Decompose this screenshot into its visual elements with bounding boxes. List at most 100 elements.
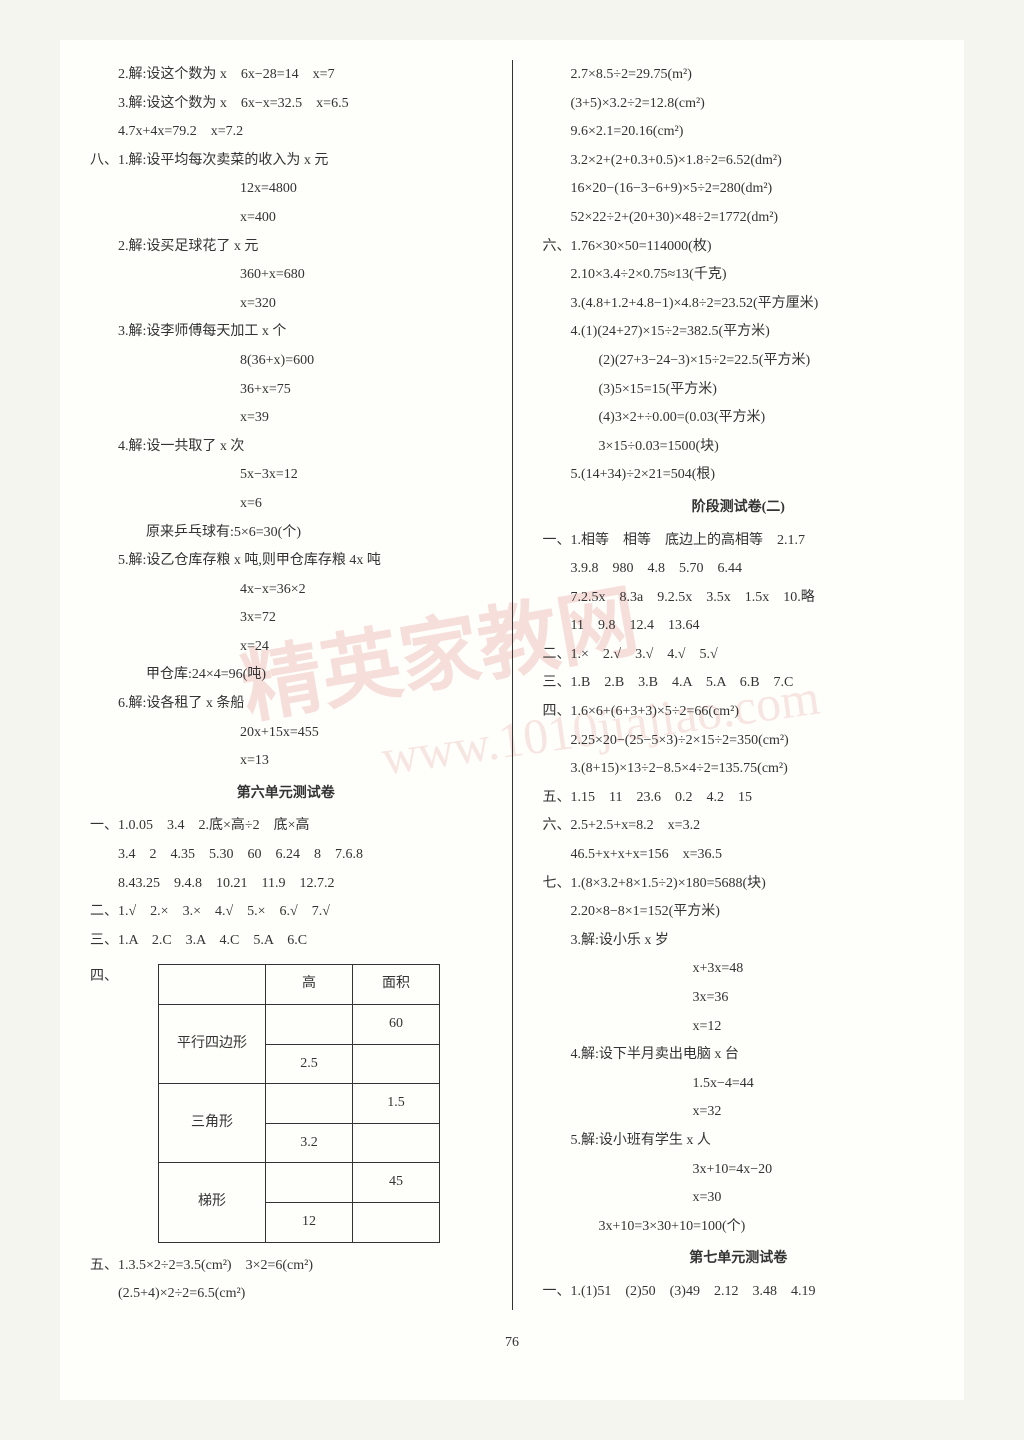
equation-line: 360+x=680 <box>90 262 482 289</box>
text-line: 3.2×2+(2+0.3+0.5)×1.8÷2=6.52(dm²) <box>543 148 935 175</box>
text-line: 9.6×2.1=20.16(cm²) <box>543 119 935 146</box>
text-line: 七、1.(8×3.2+8×1.5÷2)×180=5688(块) <box>543 871 935 898</box>
equation-line: x=32 <box>543 1099 935 1126</box>
text-line: 3.(8+15)×13÷2−8.5×4÷2=135.75(cm²) <box>543 756 935 783</box>
section-title-unit6: 第六单元测试卷 <box>90 781 482 808</box>
table-cell: 3.2 <box>266 1123 353 1163</box>
table-cell <box>266 1163 353 1203</box>
text-line: 八、1.解:设平均每次卖菜的收入为 x 元 <box>90 148 482 175</box>
text-line: 11 9.8 12.4 13.64 <box>543 613 935 640</box>
text-line: 五、1.15 11 23.6 0.2 4.2 15 <box>543 785 935 812</box>
equation-line: x=12 <box>543 1014 935 1041</box>
text-line: 3.解:设小乐 x 岁 <box>543 928 935 955</box>
text-line: 2.解:设买足球花了 x 元 <box>90 234 482 261</box>
text-line: 5.解:设乙仓库存粮 x 吨,则甲仓库存粮 4x 吨 <box>90 548 482 575</box>
text-line: 3.解:设这个数为 x 6x−x=32.5 x=6.5 <box>90 91 482 118</box>
text-line: 一、1.(1)51 (2)50 (3)49 2.12 3.48 4.19 <box>543 1279 935 1306</box>
text-line: 四、1.6×6+(6+3+3)×5÷2=66(cm²) <box>543 699 935 726</box>
table-cell <box>266 1005 353 1045</box>
table-cell: 1.5 <box>353 1084 440 1124</box>
text-line: 3.9.8 980 4.8 5.70 6.44 <box>543 556 935 583</box>
text-line: 六、2.5+2.5+x=8.2 x=3.2 <box>543 813 935 840</box>
equation-line: x=30 <box>543 1185 935 1212</box>
section-title-unit7: 第七单元测试卷 <box>543 1246 935 1273</box>
text-line: 3×15÷0.03=1500(块) <box>543 434 935 461</box>
table-cell <box>159 965 266 1005</box>
equation-line: x=39 <box>90 405 482 432</box>
text-line: 5.解:设小班有学生 x 人 <box>543 1128 935 1155</box>
equation-line: 3x=72 <box>90 605 482 632</box>
table-cell-shape: 平行四边形 <box>159 1005 266 1084</box>
text-line: 3.4 2 4.35 5.30 60 6.24 8 7.6.8 <box>90 842 482 869</box>
equation-line: x+3x=48 <box>543 956 935 983</box>
text-line: 2.解:设这个数为 x 6x−28=14 x=7 <box>90 62 482 89</box>
text-line: 4.解:设下半月卖出电脑 x 台 <box>543 1042 935 1069</box>
equation-line: 12x=4800 <box>90 176 482 203</box>
text-line: 8.43.25 9.4.8 10.21 11.9 12.7.2 <box>90 871 482 898</box>
table-header-area: 面积 <box>353 965 440 1005</box>
section-four-label: 四、 <box>90 964 118 991</box>
left-column: 2.解:设这个数为 x 6x−28=14 x=7 3.解:设这个数为 x 6x−… <box>90 60 482 1310</box>
table-cell-shape: 三角形 <box>159 1084 266 1163</box>
text-line: 六、1.76×30×50=114000(枚) <box>543 234 935 261</box>
table-header-height: 高 <box>266 965 353 1005</box>
text-line: 3.解:设李师傅每天加工 x 个 <box>90 319 482 346</box>
shape-table: 高 面积 平行四边形 60 2.5 三角形 1 <box>158 964 440 1242</box>
equation-line: x=13 <box>90 748 482 775</box>
table-cell: 12 <box>266 1202 353 1242</box>
equation-line: 3x=36 <box>543 985 935 1012</box>
text-line: 46.5+x+x+x=156 x=36.5 <box>543 842 935 869</box>
text-line: 一、1.0.05 3.4 2.底×高÷2 底×高 <box>90 813 482 840</box>
table-cell <box>353 1202 440 1242</box>
text-line: 2.25×20−(25−5×3)÷2×15÷2=350(cm²) <box>543 728 935 755</box>
text-line: 7.2.5x 8.3a 9.2.5x 3.5x 1.5x 10.略 <box>543 585 935 612</box>
text-line: 三、1.B 2.B 3.B 4.A 5.A 6.B 7.C <box>543 670 935 697</box>
two-column-layout: 2.解:设这个数为 x 6x−28=14 x=7 3.解:设这个数为 x 6x−… <box>90 60 934 1310</box>
text-line: 二、1.√ 2.× 3.× 4.√ 5.× 6.√ 7.√ <box>90 899 482 926</box>
text-line: 二、1.× 2.√ 3.√ 4.√ 5.√ <box>543 642 935 669</box>
table-row: 三角形 1.5 <box>159 1084 440 1124</box>
text-line: 2.10×3.4÷2×0.75≈13(千克) <box>543 262 935 289</box>
text-line: (3+5)×3.2÷2=12.8(cm²) <box>543 91 935 118</box>
equation-line: x=400 <box>90 205 482 232</box>
table-cell <box>353 1123 440 1163</box>
table-row: 梯形 45 <box>159 1163 440 1203</box>
text-line: 一、1.相等 相等 底边上的高相等 2.1.7 <box>543 528 935 555</box>
text-line: 2.20×8−8×1=152(平方米) <box>543 899 935 926</box>
text-line: (4)3×2+÷0.00=(0.03(平方米) <box>543 405 935 432</box>
equation-line: x=24 <box>90 634 482 661</box>
equation-line: 3x+10=4x−20 <box>543 1157 935 1184</box>
table-cell <box>266 1084 353 1124</box>
text-line: 4.(1)(24+27)×15÷2=382.5(平方米) <box>543 319 935 346</box>
text-line: 4.7x+4x=79.2 x=7.2 <box>90 119 482 146</box>
column-divider <box>512 60 513 1310</box>
equation-line: x=6 <box>90 491 482 518</box>
page-number: 76 <box>90 1330 934 1357</box>
text-line: 3x+10=3×30+10=100(个) <box>543 1214 935 1241</box>
table-row: 平行四边形 60 <box>159 1005 440 1045</box>
text-line: 原来乒乓球有:5×6=30(个) <box>90 520 482 547</box>
table-cell: 60 <box>353 1005 440 1045</box>
equation-line: 5x−3x=12 <box>90 462 482 489</box>
equation-line: 8(36+x)=600 <box>90 348 482 375</box>
text-line: 5.(14+34)÷2×21=504(根) <box>543 462 935 489</box>
equation-line: 36+x=75 <box>90 377 482 404</box>
section-title-stage2: 阶段测试卷(二) <box>543 495 935 522</box>
text-line: 4.解:设一共取了 x 次 <box>90 434 482 461</box>
equation-line: 20x+15x=455 <box>90 720 482 747</box>
table-cell <box>353 1044 440 1084</box>
table-cell-shape: 梯形 <box>159 1163 266 1242</box>
equation-line: x=320 <box>90 291 482 318</box>
text-line: 52×22÷2+(20+30)×48÷2=1772(dm²) <box>543 205 935 232</box>
table-cell: 45 <box>353 1163 440 1203</box>
text-line: 3.(4.8+1.2+4.8−1)×4.8÷2=23.52(平方厘米) <box>543 291 935 318</box>
text-line: 2.7×8.5÷2=29.75(m²) <box>543 62 935 89</box>
text-line: 三、1.A 2.C 3.A 4.C 5.A 6.C <box>90 928 482 955</box>
text-line: (3)5×15=15(平方米) <box>543 377 935 404</box>
text-line: 6.解:设各租了 x 条船 <box>90 691 482 718</box>
equation-line: 4x−x=36×2 <box>90 577 482 604</box>
text-line: 16×20−(16−3−6+9)×5÷2=280(dm²) <box>543 176 935 203</box>
table-cell: 2.5 <box>266 1044 353 1084</box>
table-row: 高 面积 <box>159 965 440 1005</box>
text-line: (2.5+4)×2÷2=6.5(cm²) <box>90 1281 482 1308</box>
